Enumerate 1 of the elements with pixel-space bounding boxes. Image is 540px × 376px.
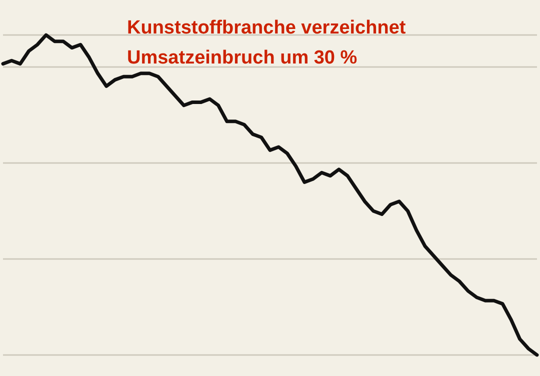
chart-title: Kunststoffbranche verzeichnet Umsatzeinbruch um 30 %	[127, 18, 406, 68]
